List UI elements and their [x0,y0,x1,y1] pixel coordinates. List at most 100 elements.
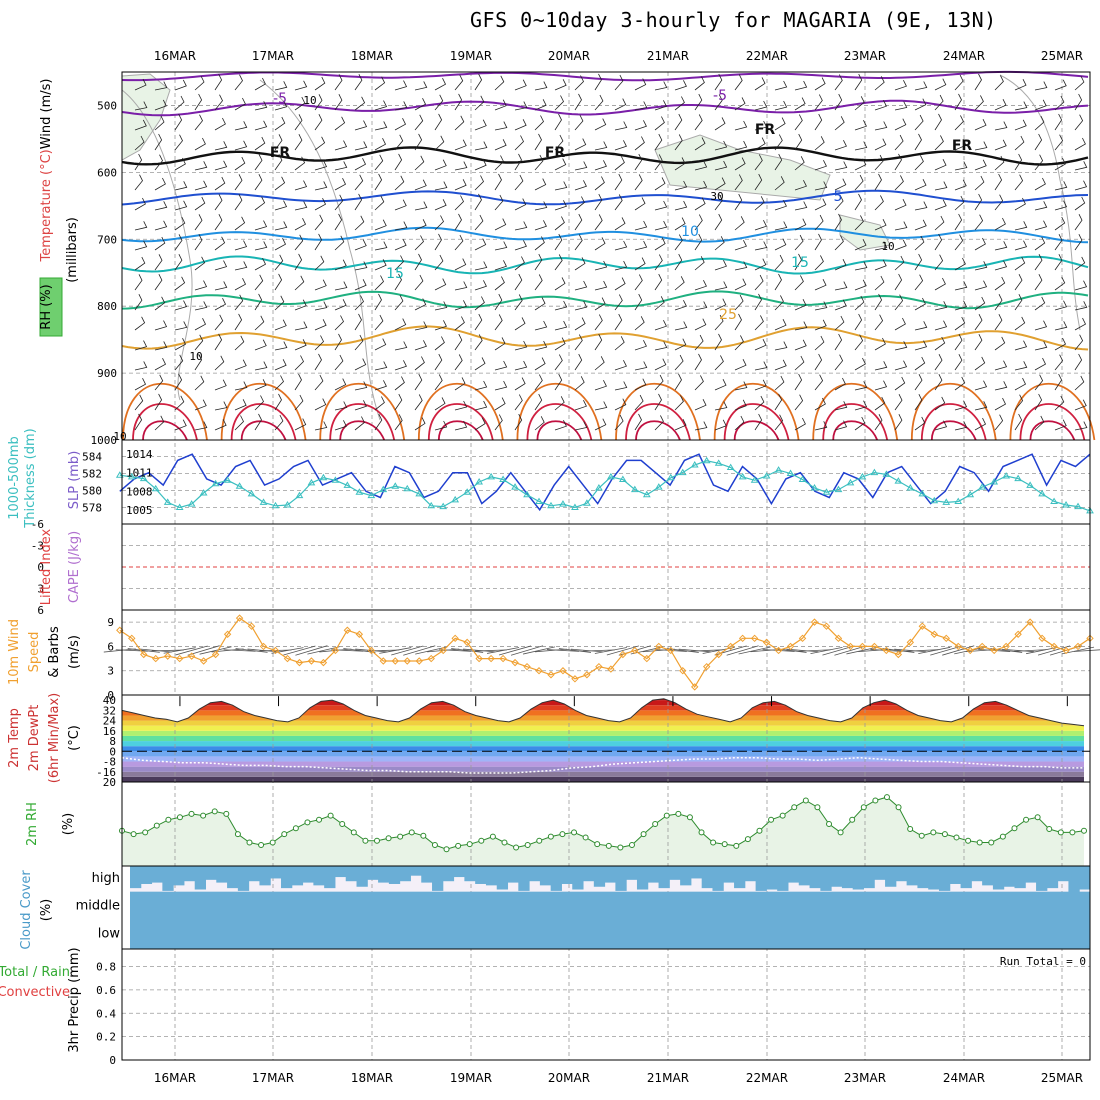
wind-barb [534,297,546,311]
rh-marker [860,804,867,811]
wind-barb [954,161,968,171]
wind-barb [334,259,347,271]
wind10-marker [523,662,531,671]
wind-barb [294,180,308,191]
wind-barb [634,293,643,311]
wind-barb [734,313,742,331]
wind-barb [274,238,287,251]
thickness-marker [930,496,939,504]
ytick-temp: -8 [103,756,116,769]
wind-barb [994,336,1006,351]
date-label-bottom: 17MAR [252,1071,294,1085]
wind-barb [894,239,907,251]
wind-barb [974,159,987,171]
wind-barb [194,180,208,191]
diurnal-temp-loop [1029,420,1076,441]
rh-marker [617,844,624,851]
wind-barb [234,194,243,211]
wind-barb [154,99,167,111]
wind-barb [294,339,307,351]
wind-barb [1014,294,1023,311]
ytick-temp: 24 [103,715,117,728]
wind-barb [594,380,607,391]
wind-barb [374,396,385,411]
wind-barb [894,221,908,231]
ytick-li: -6 [31,518,44,531]
ylabel-millibars-part: (millibars) [65,217,80,283]
wind-barb [274,295,285,311]
rh-area [122,797,1084,866]
cloud-high-bar [345,866,358,882]
thickness-marker [690,461,699,468]
wind-barb [674,276,685,291]
wind-barb [814,160,827,171]
thickness-marker [175,503,184,510]
wind-barb [694,114,703,131]
wind-barb [614,277,626,291]
cloud-high-bar [831,866,843,887]
wind-barb [854,357,866,371]
wind-barb [914,274,924,291]
wind-barb [674,395,684,411]
wind10-marker [307,657,316,665]
wind-barb [854,174,864,191]
wind-barb [774,393,783,411]
wind-barb [734,120,748,131]
wind10-marker [679,667,687,675]
wind-barb [394,318,407,331]
rh-marker [744,836,751,843]
wind-barb [374,275,384,291]
date-label-top: 16MAR [154,49,196,63]
isotherm-0 [121,146,1089,166]
wind-barb [874,275,885,291]
rh-marker [478,837,485,844]
wind-barb [734,335,744,351]
wind-barb [434,78,447,91]
wind-barb [294,321,308,331]
wind-barb [174,419,187,431]
wind-barb [634,257,646,271]
wind10-barb [594,647,627,654]
dewpoint-line [121,756,1084,774]
wind-barb [314,374,324,391]
wind-barb [994,121,1008,131]
wind-barb [194,93,203,111]
wind-barb [1034,357,1047,371]
thickness-marker [295,491,304,499]
rh-marker [663,812,670,819]
cloud-high-bar [1025,866,1037,883]
wind-barb [714,298,727,311]
wind10-marker [906,638,915,647]
cloud-high-bar [604,866,616,883]
wind-barb [914,81,928,91]
rh-marker [895,804,902,811]
contour-label: 15 [386,266,404,282]
wind-barb [474,73,483,91]
wind-barb [554,420,567,431]
cloud-high-bar [173,866,185,886]
wind-barb [614,74,624,91]
cloud-mid-low [130,891,1090,949]
wind-barb [254,274,264,291]
wind-barb [574,114,584,131]
wind-barb [654,358,667,371]
ylabel-lifted-index: Lifted Index [39,528,54,605]
cloud-high-bar [895,866,908,882]
wind-barb [514,413,523,431]
wind-barb [734,174,743,191]
wind-barb [1014,274,1023,291]
thickness-marker [259,498,268,505]
diurnal-temp-loop [615,383,701,441]
ylabel-wind-3-part: & Barbs [47,626,62,678]
rh-marker [733,842,740,849]
wind-barb [1054,337,1067,351]
wind10-barb [810,646,843,654]
wind-barb [974,214,984,231]
wind-barb [794,114,803,131]
wind-barb [514,317,526,331]
wind-barb [214,236,226,251]
wind-barb [214,214,223,231]
wind-barb [994,260,1008,271]
cloud-high-bar [615,866,627,891]
wind-barb [1014,240,1028,251]
